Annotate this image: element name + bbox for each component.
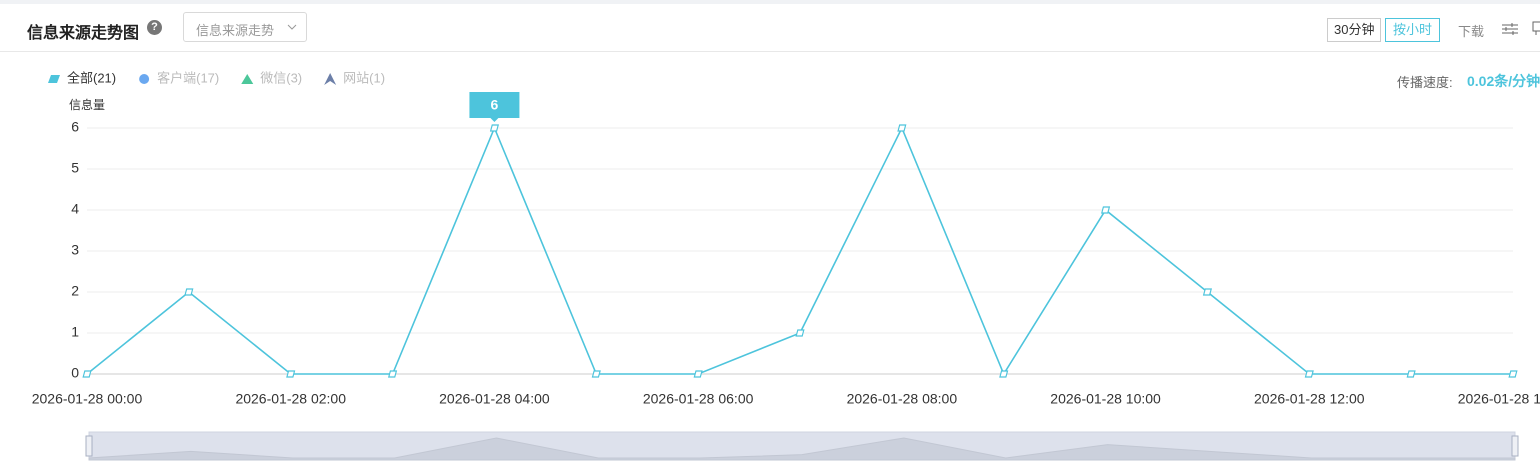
- legend-item[interactable]: 全部(21): [67, 70, 116, 85]
- dropdown-arrow: [287, 24, 297, 30]
- y-tick-label: 1: [71, 324, 79, 340]
- x-tick-label: 2026-01-28 04:00: [439, 391, 550, 407]
- data-point[interactable]: [795, 329, 805, 337]
- data-point[interactable]: [1202, 288, 1212, 296]
- settings-icon[interactable]: [1502, 22, 1518, 36]
- zoom-preview: [88, 437, 1516, 461]
- y-tick-label: 2: [71, 283, 79, 299]
- header: 信息来源走势图 ? 信息来源走势 30分钟 按小时 下载: [0, 0, 1540, 52]
- chart: 全部(21) 客户端(17) 微信(3) 网站(1) 信息量 0 1 2 3 4 5 6 2026-01…: [32, 70, 1540, 461]
- data-point[interactable]: [1101, 206, 1111, 214]
- data-point[interactable]: [489, 124, 499, 132]
- data-point[interactable]: [286, 370, 296, 378]
- y-axis-label: 信息量: [69, 97, 105, 112]
- legend-icon: [48, 75, 60, 83]
- legend-icon: [241, 74, 254, 84]
- x-tick-label: 2026-01-28 14:00: [1458, 391, 1540, 407]
- data-point[interactable]: [897, 124, 907, 132]
- data-point[interactable]: [1304, 370, 1314, 378]
- y-tick-label: 4: [71, 201, 79, 217]
- tooltip-box: [469, 92, 520, 122]
- x-tick-label: 2026-01-28 02:00: [235, 391, 346, 407]
- speed-value: 0.02条/分钟: [1467, 73, 1540, 89]
- legend-icon: [324, 73, 337, 85]
- title: 信息来源走势图: [27, 25, 140, 42]
- y-tick-label: 0: [71, 365, 79, 381]
- help-icon[interactable]: ?: [147, 20, 162, 35]
- legend-item[interactable]: 微信(3): [260, 70, 302, 85]
- dropdown[interactable]: 信息来源走势: [183, 12, 307, 42]
- x-tick-label: 2026-01-28 08:00: [847, 391, 958, 407]
- y-tick-label: 3: [71, 242, 79, 258]
- button-hour[interactable]: 按小时: [1385, 18, 1441, 42]
- y-tick-label: 5: [71, 160, 79, 176]
- tooltip-text: 6: [491, 97, 499, 113]
- button-30min[interactable]: 30分钟: [1327, 18, 1382, 42]
- data-point[interactable]: [82, 370, 92, 378]
- data-point[interactable]: [1406, 370, 1416, 378]
- data-point[interactable]: [591, 370, 601, 378]
- zoom-handle[interactable]: [85, 435, 93, 457]
- data-point[interactable]: [693, 370, 703, 378]
- x-tick-label: 2026-01-28 00:00: [32, 391, 143, 407]
- x-tick-label: 2026-01-28 12:00: [1254, 391, 1365, 407]
- y-tick-label: 6: [71, 119, 79, 135]
- speed-label: 传播速度:: [1397, 75, 1453, 90]
- zoom-handle[interactable]: [1511, 435, 1519, 457]
- data-point[interactable]: [388, 370, 398, 378]
- x-tick-label: 2026-01-28 10:00: [1050, 391, 1161, 407]
- data-point[interactable]: [1508, 370, 1518, 378]
- data-point[interactable]: [184, 288, 194, 296]
- dropdown-text: 信息来源走势: [196, 23, 275, 38]
- legend-item[interactable]: 网站(1): [343, 70, 385, 85]
- screen-icon[interactable]: [1532, 21, 1540, 37]
- download[interactable]: 下载: [1458, 24, 1485, 39]
- x-tick-label: 2026-01-28 06:00: [643, 391, 754, 407]
- legend-item[interactable]: 客户端(17): [157, 70, 219, 85]
- legend-icon: [139, 74, 150, 84]
- data-point[interactable]: [999, 370, 1009, 378]
